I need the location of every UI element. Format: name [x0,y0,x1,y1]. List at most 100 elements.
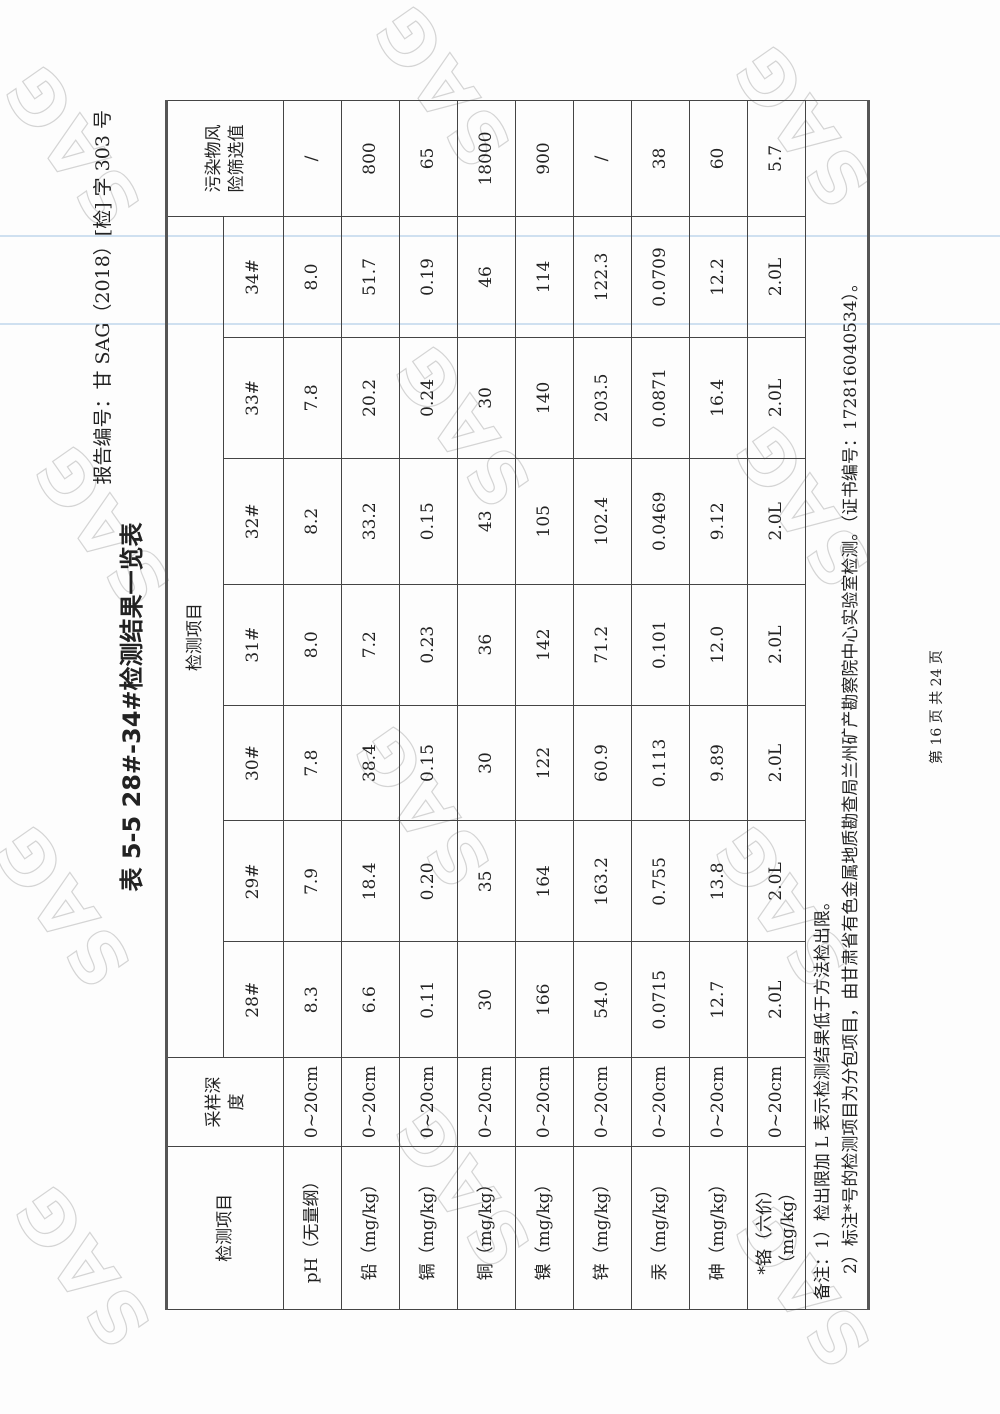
value-cell: 43 [457,458,516,585]
screening-cell: 65 [399,100,458,217]
value-cell: 114 [515,216,574,338]
item-cell: *铬（六价）（mg/kg） [747,1146,806,1310]
value-cell: 46 [457,216,516,338]
value-cell: 2.0L [747,705,806,821]
depth-cell: 0~20cm [457,1057,516,1147]
sample-header: 34# [223,216,284,338]
value-cell: 0.20 [399,820,458,942]
value-cell: 60.9 [573,705,632,821]
item-cell: 铅（mg/kg） [341,1146,400,1310]
value-cell: 7.9 [283,820,342,942]
table-row: 镍（mg/kg） 0~20cm 166 164 122 142 105 140 114 900 [515,100,574,1310]
sample-header: 29# [223,820,284,942]
note-2: 2）标注*号的检测项目为分包项目，由甘肃省有色金属地质勘查局兰州矿产勘察院中心实… [841,274,861,1274]
screening-cell: / [573,100,632,217]
value-cell: 0.0709 [631,216,690,338]
table-row: 镉（mg/kg） 0~20cm 0.11 0.20 0.15 0.23 0.15 0.24 0.… [399,100,458,1310]
item-cell: 镍（mg/kg） [515,1146,574,1310]
table-row: pH（无量纲） 0~20cm 8.3 7.9 7.8 8.0 8.2 7.8 8.0/ [283,100,342,1310]
value-cell: 0.11 [399,941,458,1058]
depth-cell: 0~20cm [399,1057,458,1147]
value-cell: 166 [515,941,574,1058]
value-cell: 0.101 [631,584,690,706]
value-cell: 20.2 [341,337,400,459]
value-cell: 18.4 [341,820,400,942]
value-cell: 0.15 [399,705,458,821]
value-cell: 142 [515,584,574,706]
note-1: 备注：1）检出限加 L 表示检测结果低于方法检出限。 [813,893,833,1300]
value-cell: 36 [457,584,516,706]
value-cell: 7.8 [283,705,342,821]
value-cell: 0.24 [399,337,458,459]
item-cell: 汞（mg/kg） [631,1146,690,1310]
item-cell: 锌（mg/kg） [573,1146,632,1310]
value-cell: 30 [457,941,516,1058]
page-number: 第 16 页 共 24 页 [929,650,945,764]
sample-header: 31# [223,584,284,706]
screening-cell: 5.7 [747,100,806,217]
value-cell: 30 [457,705,516,821]
table-row: 铜（mg/kg） 0~20cm 30 35 30 36 43 30 46 18000 [457,100,516,1310]
value-cell: 7.8 [283,337,342,459]
value-cell: 0.19 [399,216,458,338]
sample-header: 33# [223,337,284,459]
value-cell: 2.0L [747,941,806,1058]
value-cell: 16.4 [689,337,748,459]
header-group: 检测项目 [166,216,224,1058]
value-cell: 0.755 [631,820,690,942]
screening-cell: 60 [689,100,748,217]
value-cell: 203.5 [573,337,632,459]
sample-header: 30# [223,705,284,821]
value-cell: 0.0871 [631,337,690,459]
value-cell: 9.12 [689,458,748,585]
value-cell: 105 [515,458,574,585]
value-cell: 12.2 [689,216,748,338]
depth-cell: 0~20cm [341,1057,400,1147]
value-cell: 33.2 [341,458,400,585]
value-cell: 8.3 [283,941,342,1058]
sample-header: 32# [223,458,284,585]
table-row: 汞（mg/kg） 0~20cm 0.0715 0.755 0.113 0.101 0.046… [631,100,690,1310]
value-cell: 0.0715 [631,941,690,1058]
value-cell: 8.0 [283,584,342,706]
depth-cell: 0~20cm [283,1057,342,1147]
value-cell: 2.0L [747,820,806,942]
header-depth: 采样深度 [166,1057,284,1147]
value-cell: 2.0L [747,216,806,338]
depth-cell: 0~20cm [689,1057,748,1147]
table-row: 砷（mg/kg） 0~20cm 12.7 13.8 9.89 12.0 9.12 16.4 12… [689,100,748,1310]
value-cell: 12.7 [689,941,748,1058]
value-cell: 164 [515,820,574,942]
table-title: 表 5-5 28#-34#检测结果一览表 [118,522,146,892]
item-cell: 砷（mg/kg） [689,1146,748,1310]
depth-cell: 0~20cm [573,1057,632,1147]
item-cell: 铜（mg/kg） [457,1146,516,1310]
depth-cell: 0~20cm [631,1057,690,1147]
header-screening: 污染物风险筛选值 [166,100,284,217]
table-row: 铅（mg/kg） 0~20cm 6.6 18.4 38.4 7.2 33.2 20.2 51.7… [341,100,400,1310]
table-row: *铬（六价）（mg/kg） 0~20cm 2.0L 2.0L 2.0L 2.0L 2.0L 2… [747,100,806,1310]
report-number: 报告编号：甘 SAG（2018）[检] 字 303 号 [92,110,114,485]
value-cell: 122 [515,705,574,821]
value-cell: 35 [457,820,516,942]
value-cell: 0.113 [631,705,690,821]
value-cell: 30 [457,337,516,459]
value-cell: 122.3 [573,216,632,338]
value-cell: 38.4 [341,705,400,821]
value-cell: 13.8 [689,820,748,942]
depth-cell: 0~20cm [747,1057,806,1147]
value-cell: 8.0 [283,216,342,338]
value-cell: 7.2 [341,584,400,706]
value-cell: 2.0L [747,337,806,459]
value-cell: 54.0 [573,941,632,1058]
value-cell: 8.2 [283,458,342,585]
value-cell: 0.15 [399,458,458,585]
value-cell: 0.23 [399,584,458,706]
table-row: 锌（mg/kg） 0~20cm 54.0 163.2 60.9 71.2 102.4 203.… [573,100,632,1310]
screening-cell: / [283,100,342,217]
value-cell: 71.2 [573,584,632,706]
screening-cell: 900 [515,100,574,217]
depth-cell: 0~20cm [515,1057,574,1147]
value-cell: 0.0469 [631,458,690,585]
